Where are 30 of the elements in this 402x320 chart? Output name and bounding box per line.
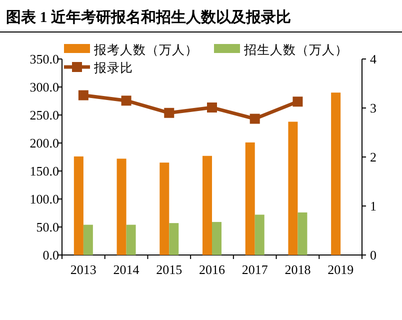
y2-tick-label: 1	[370, 198, 376, 214]
y2-tick-label: 0	[370, 248, 376, 262]
point	[164, 108, 174, 118]
legend-label: 招生人数（万人）	[243, 42, 348, 57]
point	[78, 90, 88, 100]
y2-tick-label: 4	[370, 52, 377, 66]
y-tick-label: 100.0	[30, 192, 59, 206]
y-tick-label: 350.0	[30, 52, 59, 66]
y-tick-label: 50.0	[36, 220, 59, 234]
x-tick-label: 2016	[199, 262, 226, 277]
point	[121, 96, 132, 106]
legend-label: 报录比	[93, 60, 133, 75]
point	[207, 102, 217, 113]
y-tick-label: 0.0	[42, 248, 59, 262]
x-tick-label: 2017	[242, 262, 268, 277]
point	[292, 96, 303, 107]
y-tick-label: 250.0	[30, 108, 59, 122]
y2-tick-label: 3	[370, 100, 376, 116]
x-tick-label: 2015	[156, 262, 182, 277]
point	[250, 114, 260, 124]
x-tick-label: 2014	[113, 262, 140, 277]
chart-title: 图表 1 近年考研报名和招生人数以及报录比	[6, 9, 291, 26]
legend-label: 报考人数（万人）	[93, 42, 198, 57]
x-tick-label: 2013	[70, 262, 96, 277]
y-tick-label: 200.0	[30, 136, 59, 150]
x-tick-label: 2019	[328, 262, 354, 277]
x-tick-label: 2018	[284, 262, 311, 277]
y2-tick-label: 2	[370, 150, 376, 164]
y-tick-label: 300.0	[30, 80, 59, 94]
y-tick-label: 150.0	[30, 164, 59, 178]
